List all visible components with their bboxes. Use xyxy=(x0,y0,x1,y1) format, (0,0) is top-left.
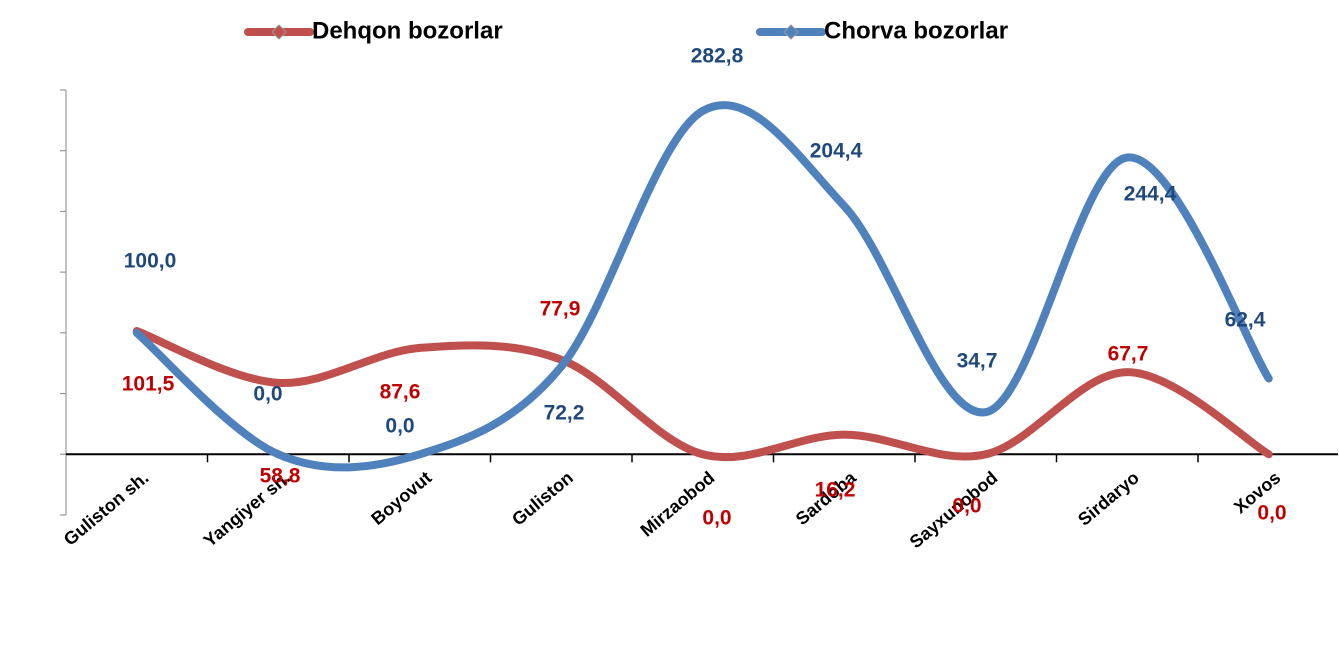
x-tick-label: Mirzaobod xyxy=(637,467,719,540)
data-label: 34,7 xyxy=(957,350,998,373)
x-tick-label: Sirdaryo xyxy=(1074,467,1143,529)
data-label: 0,0 xyxy=(1257,502,1286,525)
x-tick-label: Guliston sh. xyxy=(60,467,153,549)
data-label: 77,9 xyxy=(540,298,581,321)
data-label: 244,4 xyxy=(1124,183,1177,206)
data-label: 100,0 xyxy=(124,250,177,273)
x-tick-label: Boyovut xyxy=(367,467,435,529)
data-label: 204,4 xyxy=(810,140,863,163)
data-label: 0,0 xyxy=(385,415,414,438)
data-label: 101,5 xyxy=(122,373,175,396)
data-label: 0,0 xyxy=(702,507,731,530)
data-label: 16,2 xyxy=(815,479,856,502)
legend-label: Dehqon bozorlar xyxy=(312,17,503,44)
data-label: 87,6 xyxy=(380,381,421,404)
data-label: 58,8 xyxy=(260,465,301,488)
data-label: 0,0 xyxy=(253,383,282,406)
data-label: 72,2 xyxy=(544,402,585,425)
legend-marker xyxy=(783,24,799,40)
data-label: 67,7 xyxy=(1108,343,1149,366)
legend-label: Chorva bozorlar xyxy=(824,17,1008,44)
data-label: 62,4 xyxy=(1225,309,1266,332)
series-line xyxy=(132,101,1273,472)
legend-marker xyxy=(271,24,287,40)
data-label: 0,0 xyxy=(952,495,981,518)
x-tick-label: Guliston xyxy=(508,467,577,529)
data-label: 282,8 xyxy=(691,45,744,68)
series-line xyxy=(132,327,1273,462)
